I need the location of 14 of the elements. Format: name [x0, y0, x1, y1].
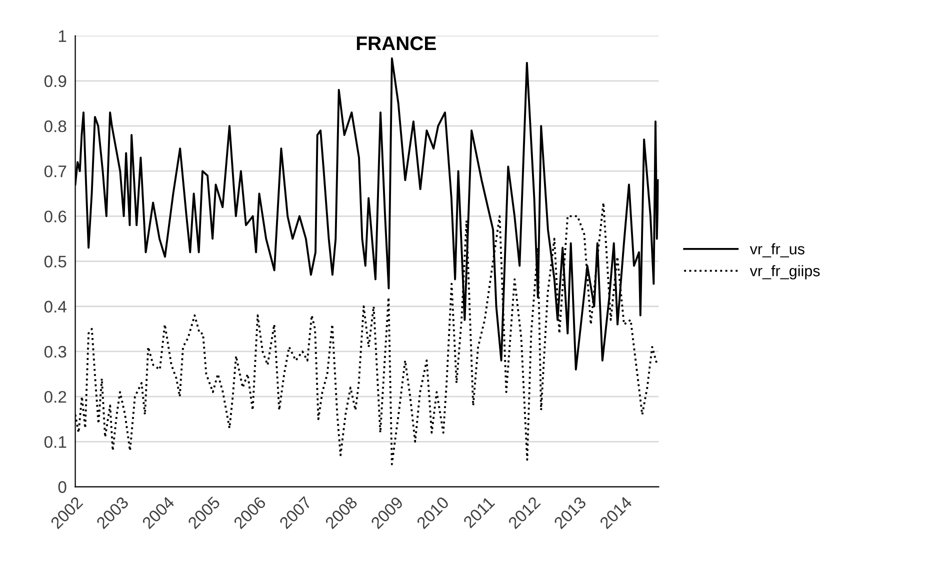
y-tick-label: 0.4 [44, 300, 66, 313]
y-tick-label: 0 [58, 481, 66, 493]
y-tick-label: 0.2 [44, 390, 66, 403]
y-tick-label: 0.9 [44, 75, 66, 88]
chart-title: FRANCE [356, 36, 436, 50]
y-tick-label: 0.7 [44, 165, 66, 178]
y-tick-label: 0.6 [44, 210, 66, 222]
y-tick-label: 0.8 [44, 120, 66, 132]
y-tick-label: 0.3 [44, 346, 66, 358]
y-tick-label: 1 [58, 30, 66, 42]
y-tick-label: 0.5 [44, 256, 66, 268]
y-tick-label: 0.1 [44, 436, 66, 448]
legend-label: vr_fr_us [750, 243, 804, 258]
legend-label: vr_fr_giips [750, 265, 820, 280]
